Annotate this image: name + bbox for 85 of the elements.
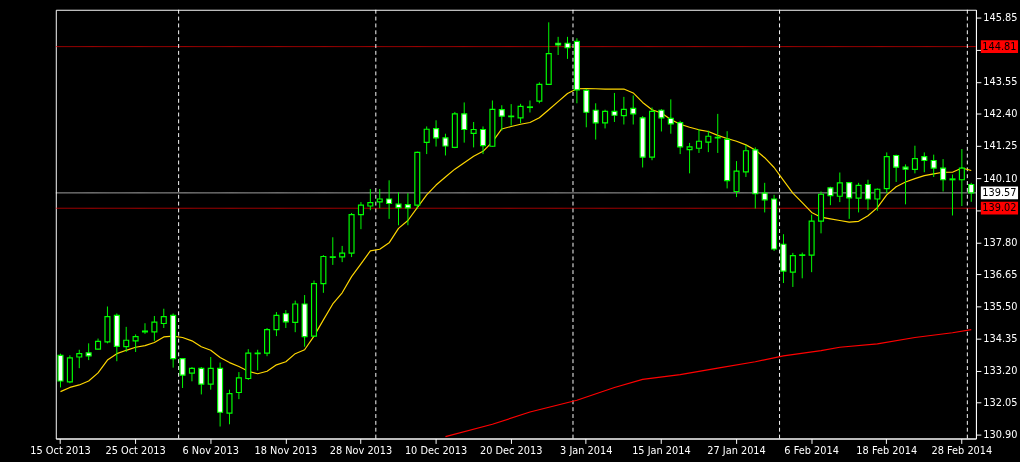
candlestick	[874, 187, 881, 212]
candlestick	[198, 366, 205, 395]
candlestick	[517, 103, 524, 124]
candlestick	[188, 366, 195, 382]
candlestick	[630, 94, 637, 125]
line-series	[59, 87, 972, 393]
candlestick	[151, 315, 158, 342]
x-tick-label: 27 Jan 2014	[707, 444, 766, 456]
y-tick-label: 136.65	[983, 268, 1018, 280]
y-tick-label: 143.55	[983, 76, 1018, 88]
x-tick-label: 15 Oct 2013	[30, 444, 91, 456]
candlestick	[658, 108, 665, 132]
candlestick	[357, 201, 364, 230]
x-tick-label: 20 Dec 2013	[479, 444, 543, 456]
candlestick	[583, 88, 590, 128]
candlestick	[592, 102, 599, 141]
candlestick	[667, 98, 674, 135]
candlestick	[292, 300, 299, 333]
candlestick	[855, 182, 862, 213]
candlestick	[470, 121, 477, 148]
candlestick	[442, 133, 449, 156]
candlestick	[123, 326, 130, 353]
candlestick	[686, 142, 693, 174]
candlestick	[921, 151, 928, 173]
x-tick-label: 10 Dec 2013	[404, 444, 468, 456]
candlestick	[423, 125, 430, 155]
y-tick-label: 142.40	[983, 108, 1018, 120]
y-tick-label: 130.90	[983, 429, 1018, 441]
y-tick-label: 135.50	[983, 300, 1018, 312]
candlestick	[160, 308, 167, 329]
x-tick-label: 18 Nov 2013	[254, 444, 318, 456]
candlestick	[273, 311, 280, 337]
y-tick-label: 140.10	[983, 172, 1018, 184]
candlestick	[714, 113, 721, 154]
candlestick	[264, 327, 271, 357]
candlestick	[742, 144, 749, 178]
candlestick	[620, 96, 627, 125]
candlestick	[949, 173, 956, 216]
candlestick	[376, 188, 383, 209]
candlestick	[254, 349, 261, 371]
candlestick	[461, 101, 468, 144]
line-series	[444, 329, 972, 438]
candlestick	[911, 145, 918, 174]
candlestick	[836, 172, 843, 203]
y-tick-label: 132.05	[983, 397, 1018, 409]
candlestick	[526, 100, 533, 113]
x-tick-label: 3 Jan 2014	[560, 444, 613, 456]
candlestick	[536, 81, 543, 104]
candlestick	[611, 92, 618, 123]
candlestick	[329, 236, 336, 266]
candlestick	[602, 109, 609, 129]
ref-line-label: 144.81	[982, 40, 1017, 52]
candlestick	[76, 349, 83, 369]
candlestick	[930, 154, 937, 178]
y-tick-label: 141.25	[983, 140, 1018, 152]
candlestick	[498, 104, 505, 132]
candlestick	[958, 148, 965, 207]
candlestick	[705, 130, 712, 153]
candlestick	[789, 252, 796, 288]
candlestick	[508, 103, 515, 127]
candlestick	[893, 154, 900, 183]
y-tick-label: 137.80	[983, 236, 1018, 248]
y-tick-label: 134.35	[983, 333, 1018, 345]
candlestick	[207, 356, 214, 391]
x-tick-label: 15 Jan 2014	[632, 444, 691, 456]
x-tick-label: 28 Nov 2013	[329, 444, 393, 456]
candlestick	[226, 389, 233, 425]
candlestick	[235, 371, 242, 400]
x-tick-label: 6 Nov 2013	[182, 444, 239, 456]
candlestick	[733, 160, 740, 198]
ref-line-label: 139.57	[982, 186, 1017, 198]
x-tick-label: 18 Feb 2014	[856, 444, 918, 456]
candlestick	[141, 322, 149, 335]
x-tick-label: 25 Oct 2013	[105, 444, 166, 456]
ref-line-label: 139.02	[982, 202, 1017, 214]
candlestick	[799, 252, 806, 279]
candlestick	[695, 128, 702, 154]
candlestick	[555, 36, 562, 56]
candlestick	[367, 188, 374, 211]
y-tick-label: 133.20	[983, 365, 1018, 377]
y-tick-label: 145.85	[983, 12, 1018, 24]
x-tick-label: 6 Feb 2014	[784, 444, 839, 456]
x-tick-label: 28 Feb 2014	[931, 444, 993, 456]
candlestick	[479, 125, 487, 155]
candlestick	[433, 119, 440, 148]
